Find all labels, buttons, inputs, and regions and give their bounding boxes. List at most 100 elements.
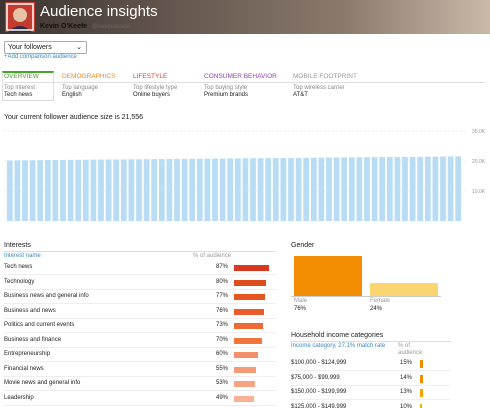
bar xyxy=(44,160,51,221)
bar xyxy=(166,158,173,221)
bar xyxy=(212,158,218,221)
interest-name: Entrepreneurship xyxy=(4,351,51,357)
dropdown-arrow: ⌄ xyxy=(76,44,82,51)
page-title: Audience insights xyxy=(40,3,158,20)
bar xyxy=(417,156,424,221)
bar xyxy=(295,157,302,221)
avatar xyxy=(5,2,35,32)
y-tick-label: 10.0K xyxy=(472,189,486,195)
interest-name: Business and news xyxy=(4,307,56,314)
bar xyxy=(174,158,180,221)
interests-divider xyxy=(4,251,276,252)
row-divider xyxy=(291,370,451,371)
bar xyxy=(90,159,97,221)
tab-title[interactable]: DEMOGRAPHICS xyxy=(62,73,116,80)
tab-value: Premium brands xyxy=(204,92,249,98)
tab-title[interactable]: OVERVIEW xyxy=(4,73,39,80)
interest-name: Tech news xyxy=(4,264,33,270)
interest-percent: 87% xyxy=(216,264,229,270)
interest-bar xyxy=(234,352,258,358)
income-percent: 13% xyxy=(400,389,413,395)
bar xyxy=(265,158,272,221)
interests-title: Interests xyxy=(4,242,31,249)
bar xyxy=(318,157,325,221)
bar xyxy=(280,157,287,221)
bar xyxy=(250,158,256,221)
bar xyxy=(120,159,127,221)
interest-percent: 77% xyxy=(216,293,229,299)
bar xyxy=(257,158,264,221)
bar xyxy=(234,158,241,221)
y-tick-label: 20.0K xyxy=(472,159,486,165)
row-divider xyxy=(4,404,276,406)
gender-bar xyxy=(294,255,362,296)
audience-dropdown[interactable]: Your followers ⌄ xyxy=(4,41,87,54)
bar xyxy=(158,159,165,221)
row-divider xyxy=(4,375,276,377)
column-header: % of audience xyxy=(193,253,232,259)
account-name: Kevin O'Keefe xyxy=(40,23,88,30)
tab-value: English xyxy=(62,92,82,98)
row-divider xyxy=(4,317,276,319)
tab-value: AT&T xyxy=(293,92,308,98)
interest-name: Politics and current events xyxy=(4,322,75,328)
income-name: $75,000 - $99,999 xyxy=(291,374,340,381)
add-comparison-link[interactable]: +Add comparison audience xyxy=(4,54,77,60)
row-divider xyxy=(4,361,276,362)
interest-percent: 49% xyxy=(216,394,229,401)
income-name: $150,000 - $199,999 xyxy=(291,389,347,395)
income-name: $100,000 - $124,999 xyxy=(291,360,347,366)
row-divider xyxy=(4,346,276,348)
active-tab-box xyxy=(2,71,54,101)
bar xyxy=(371,157,378,221)
interest-percent: 55% xyxy=(216,365,229,372)
tab-title[interactable]: CONSUMER BEHAVIOR xyxy=(204,73,277,80)
bar xyxy=(204,158,211,221)
bar xyxy=(143,159,150,221)
interest-bar xyxy=(234,294,265,300)
bar xyxy=(189,158,196,221)
interest-bar xyxy=(234,395,254,402)
income-percent: 15% xyxy=(400,360,413,366)
audience-size: Your current follower audience size is 2… xyxy=(4,114,144,121)
bar xyxy=(60,159,66,221)
interest-percent: 73% xyxy=(216,322,229,328)
tab-value: Tech news xyxy=(4,92,33,98)
bar xyxy=(181,158,188,221)
bar xyxy=(227,158,234,221)
interest-bar xyxy=(234,308,265,315)
bar xyxy=(52,160,59,221)
bar xyxy=(6,160,13,221)
tab-value: Online buyers xyxy=(133,92,171,98)
bar xyxy=(447,156,454,221)
bar xyxy=(356,157,363,221)
bar xyxy=(37,160,44,221)
row-divider xyxy=(4,274,276,275)
gender-label: Female xyxy=(370,298,391,304)
income-bar xyxy=(420,374,423,383)
bar xyxy=(242,158,249,221)
income-percent: 14% xyxy=(400,374,413,381)
gender-baseline xyxy=(291,296,441,297)
column-header: Income category, 27.1% match rate xyxy=(291,343,386,349)
account-handle: @kevinokeefe xyxy=(92,24,131,30)
bar xyxy=(424,156,431,221)
interest-percent: 70% xyxy=(216,336,229,343)
interest-name: Business and finance xyxy=(4,336,62,343)
tab-title[interactable]: LIFESTYLE xyxy=(133,73,168,80)
gender-percent: 24% xyxy=(370,306,383,312)
bar xyxy=(455,156,462,221)
tab-title[interactable]: MOBILE FOOTPRINT xyxy=(293,73,357,80)
bar xyxy=(364,157,370,221)
gender-label: Male xyxy=(294,298,308,304)
bar xyxy=(29,160,36,221)
interest-name: Movie news and general info xyxy=(4,380,81,386)
interest-bar xyxy=(234,366,256,373)
bar xyxy=(402,156,408,221)
income-percent: 10% xyxy=(400,403,413,408)
interest-percent: 80% xyxy=(216,278,229,285)
bar xyxy=(151,159,158,221)
interest-bar xyxy=(234,337,262,344)
dropdown-text: Your followers xyxy=(8,44,52,51)
gender-bar xyxy=(370,283,438,296)
